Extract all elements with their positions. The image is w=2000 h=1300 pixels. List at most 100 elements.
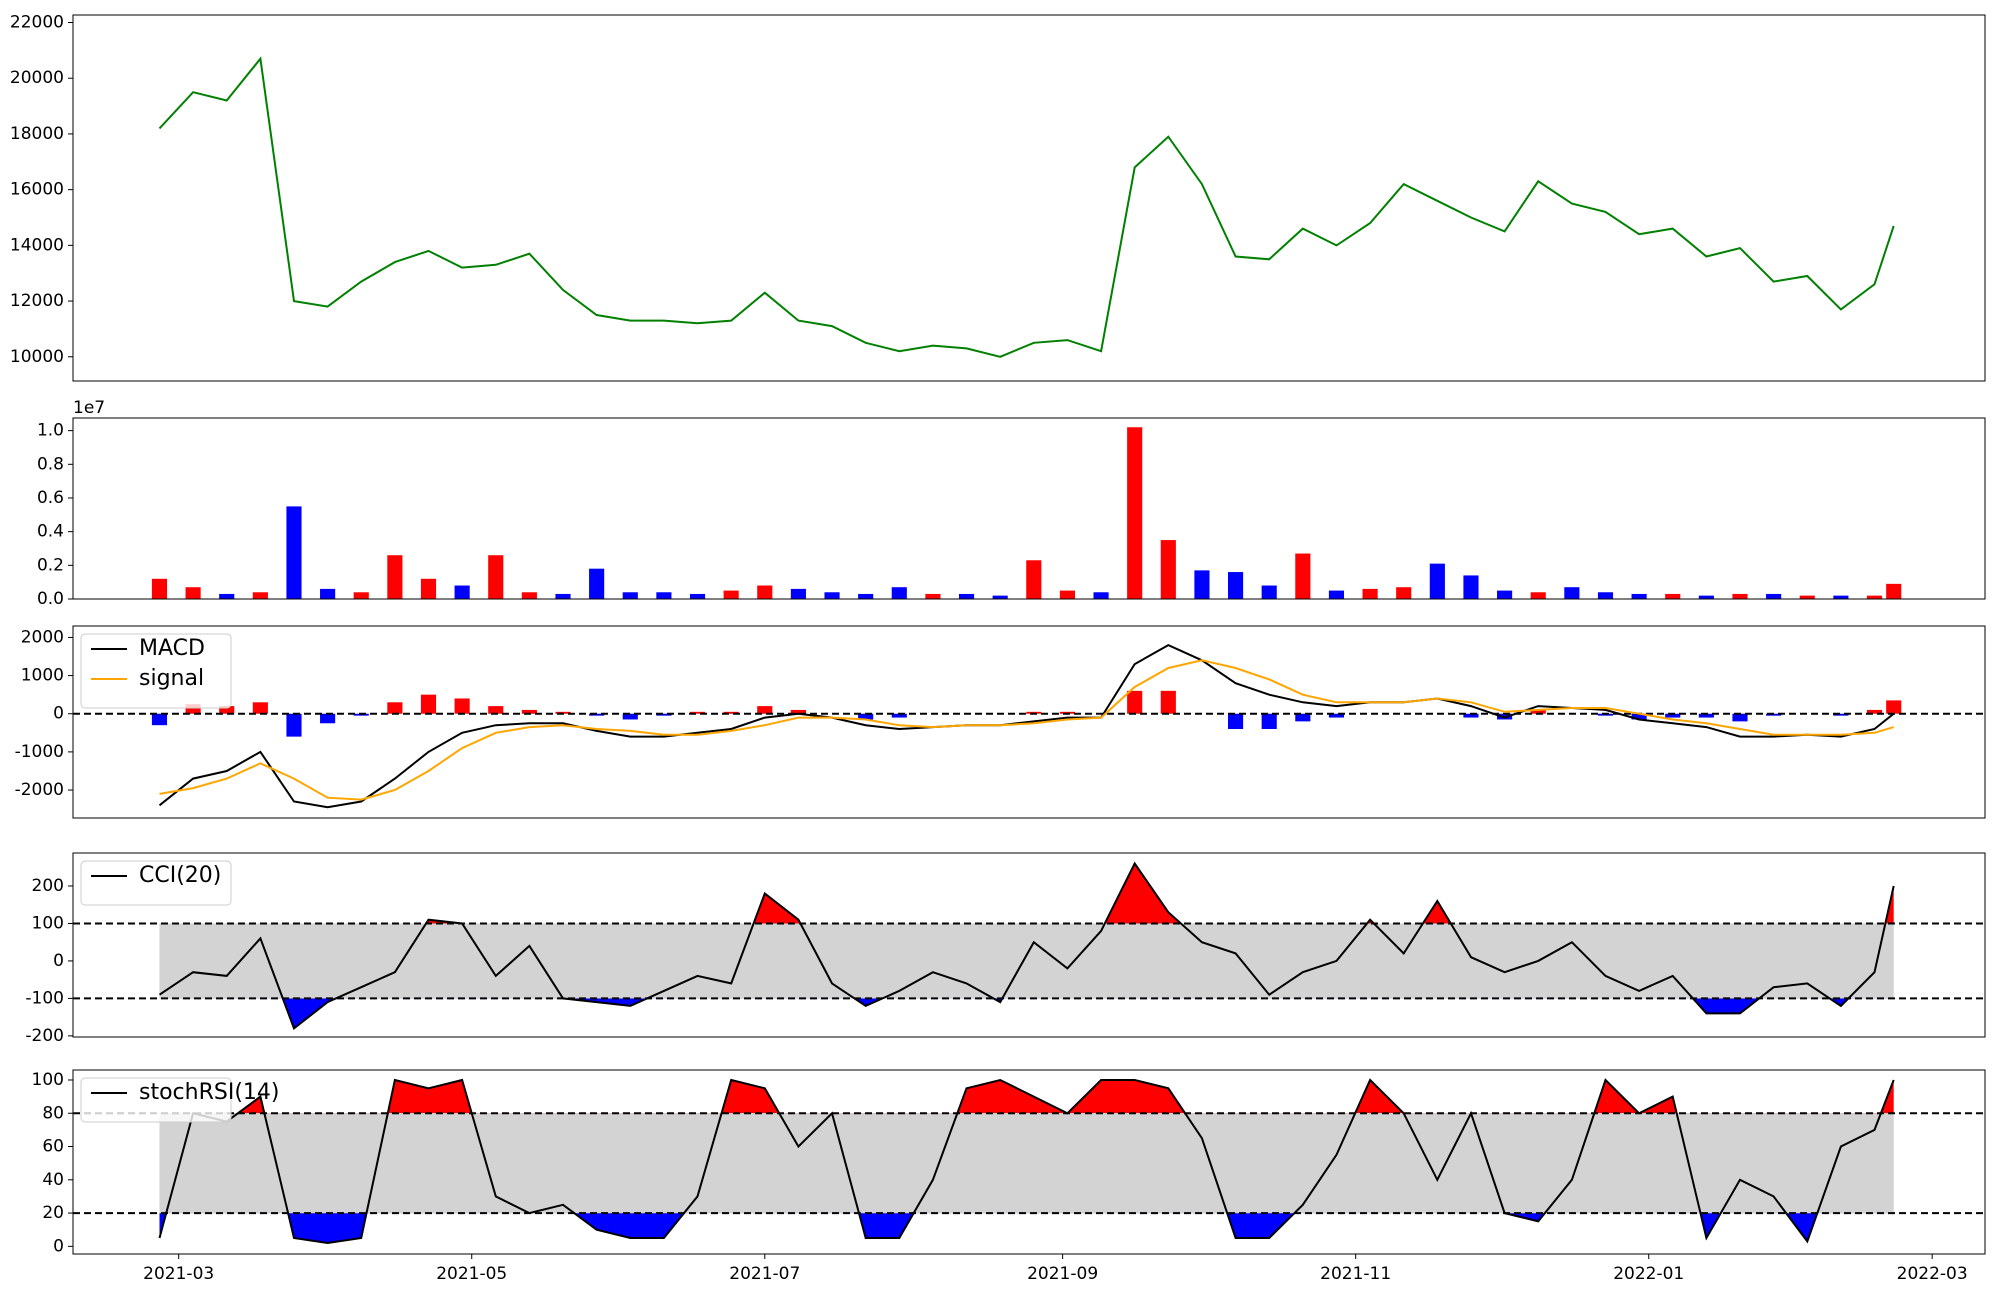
y-tick-label: -1000 xyxy=(15,742,64,762)
y-tick-label: 0.4 xyxy=(37,522,64,542)
histogram-bar xyxy=(656,713,672,716)
legend-label: signal xyxy=(139,666,204,691)
legend-label: stochRSI(14) xyxy=(139,1080,280,1105)
volume-bar xyxy=(353,592,369,599)
offset-label: 1e7 xyxy=(73,398,105,418)
y-tick-label: -2000 xyxy=(15,780,64,800)
legend-label: CCI(20) xyxy=(139,863,221,888)
panel: 10000 12000 14000 16000 18000 20000 22000 xyxy=(10,13,1986,382)
histogram-bar xyxy=(1698,713,1714,718)
volume-bar xyxy=(286,506,302,599)
volume-bar xyxy=(320,588,336,599)
volume-bar xyxy=(1698,595,1714,599)
neutral-band xyxy=(159,923,1894,999)
volume-bar xyxy=(1396,587,1412,599)
histogram-bar xyxy=(757,706,773,714)
histogram-bar xyxy=(1261,713,1277,730)
volume-bar xyxy=(589,568,605,599)
panel: 0.0 0.2 0.4 0.6 0.8 1.0 1e7 xyxy=(37,398,1986,609)
legend-label: MACD xyxy=(139,636,205,661)
histogram-bar xyxy=(488,706,504,714)
volume-bar xyxy=(454,585,470,599)
y-tick-label: 22000 xyxy=(10,13,64,33)
volume-bar xyxy=(1497,590,1513,599)
y-tick-label: 1.0 xyxy=(37,421,64,441)
volume-bar xyxy=(1228,572,1244,599)
histogram-bar xyxy=(723,711,739,714)
volume-bar xyxy=(1194,570,1210,599)
histogram-bar xyxy=(185,704,201,714)
y-tick-label: 0.6 xyxy=(37,488,64,508)
volume-bar xyxy=(757,585,773,599)
y-tick-label: 20000 xyxy=(10,68,64,88)
volume-bar xyxy=(488,555,504,599)
volume-bar xyxy=(1127,427,1143,599)
volume-bar xyxy=(151,578,168,599)
histogram-bar xyxy=(454,698,470,714)
histogram-bar xyxy=(1665,713,1681,718)
x-tick-label: 2021-05 xyxy=(436,1264,507,1284)
volume-bar xyxy=(1866,595,1883,599)
volume-bar xyxy=(387,555,403,599)
y-tick-label: 20 xyxy=(42,1203,64,1223)
histogram-bar xyxy=(521,709,537,714)
volume-bar xyxy=(1026,560,1042,599)
y-tick-label: 80 xyxy=(42,1103,64,1123)
volume-bar xyxy=(1530,592,1546,599)
volume-bar xyxy=(1093,592,1109,599)
series-line xyxy=(159,659,1894,801)
y-tick-label: 60 xyxy=(42,1137,64,1157)
x-tick-label: 2021-11 xyxy=(1320,1264,1391,1284)
y-tick-label: -200 xyxy=(25,1026,64,1046)
series-line xyxy=(158,1078,1895,1245)
volume-bar xyxy=(992,595,1008,599)
y-tick-label: 200 xyxy=(32,876,64,896)
volume-bar xyxy=(1362,588,1378,599)
y-tick-label: 100 xyxy=(32,913,64,933)
plot-frame xyxy=(72,14,1986,382)
y-tick-label: 100 xyxy=(32,1070,64,1090)
histogram-bar xyxy=(1463,713,1479,718)
histogram-bar xyxy=(320,713,336,724)
x-tick-label: 2021-07 xyxy=(729,1264,800,1284)
y-tick-label: 0 xyxy=(53,704,64,724)
histogram-bar xyxy=(420,694,437,714)
legend: CCI(20) xyxy=(80,860,232,906)
volume-bar xyxy=(1732,593,1748,599)
y-tick-label: 10000 xyxy=(10,347,64,367)
y-tick-label: 40 xyxy=(42,1170,64,1190)
histogram-bar xyxy=(1866,709,1883,714)
series-line xyxy=(158,643,1895,809)
y-tick-label: 18000 xyxy=(10,124,64,144)
plot-frame xyxy=(72,417,1986,600)
panel: -200 -100 0 100 200 CCI(20) xyxy=(25,852,1986,1046)
volume-bar xyxy=(958,593,975,599)
volume-bar xyxy=(858,593,874,599)
y-tick-label: 0.0 xyxy=(37,589,64,609)
volume-bar xyxy=(1328,590,1345,599)
volume-bar xyxy=(521,592,537,599)
histogram-bar xyxy=(1228,713,1244,730)
volume-bar xyxy=(790,588,806,599)
volume-bar xyxy=(185,587,201,599)
volume-bar xyxy=(1665,593,1681,599)
volume-bar xyxy=(689,593,706,599)
legend-box xyxy=(80,633,232,709)
volume-bar xyxy=(219,593,235,599)
histogram-bar xyxy=(1732,713,1748,722)
histogram-bar xyxy=(858,713,874,720)
y-tick-label: 1000 xyxy=(21,666,64,686)
volume-bar xyxy=(1799,595,1815,599)
volume-bar xyxy=(1886,583,1902,599)
histogram-bar xyxy=(1631,713,1647,720)
x-tick-label: 2021-03 xyxy=(143,1264,214,1284)
panel: -2000 -1000 0 1000 2000 MACD signal xyxy=(15,625,1986,819)
histogram-bar xyxy=(286,713,302,737)
volume-bar xyxy=(1833,595,1849,599)
volume-bar xyxy=(1597,592,1614,599)
y-tick-label: 0.2 xyxy=(37,555,64,575)
x-tick-label: 2022-01 xyxy=(1613,1264,1684,1284)
histogram-bar xyxy=(252,702,268,714)
volume-bar xyxy=(252,592,268,599)
